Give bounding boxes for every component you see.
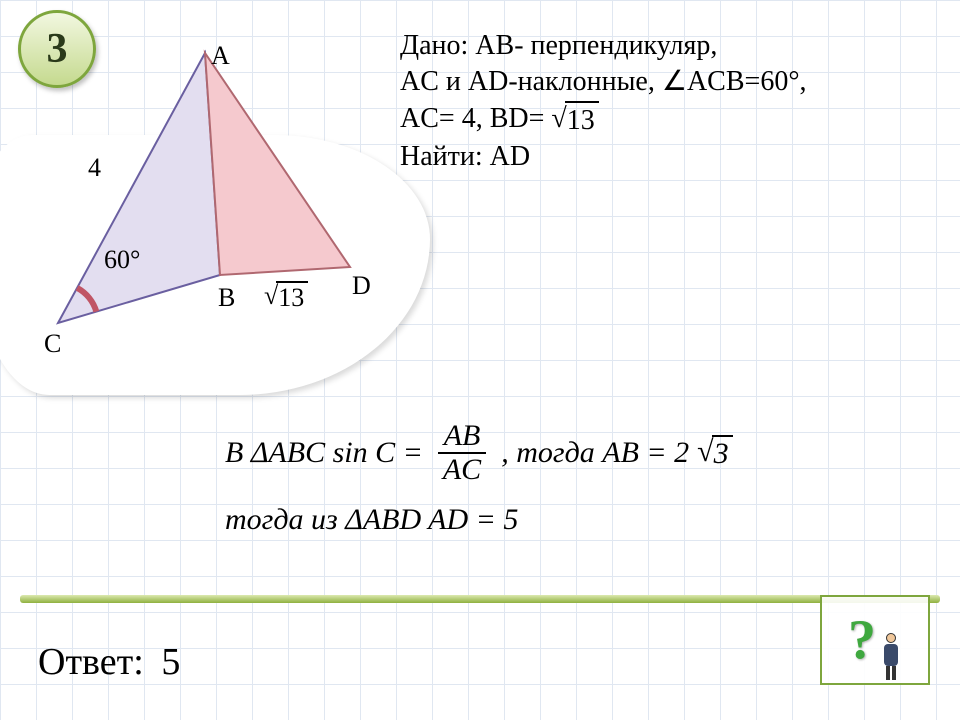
vertex-label-d: D	[352, 271, 371, 301]
person-icon	[880, 633, 902, 683]
triangle-abc	[58, 53, 220, 323]
hint-button[interactable]: ?	[820, 595, 930, 685]
vertex-label-b: B	[218, 283, 235, 313]
problem-statement: Дано: AB- перпендикуляр, AC и AD-наклонн…	[400, 28, 940, 176]
fraction-ab-ac: AB AC	[437, 420, 487, 485]
triangle-abd	[205, 53, 350, 275]
find-line: Найти: AD	[400, 139, 940, 175]
answer-label: Ответ:	[38, 641, 144, 683]
solution-line1: В ΔABC sin C = AB AC , тогда AB = 2 √3	[225, 420, 925, 485]
side-ac-label: 4	[88, 153, 101, 183]
angle-c-label: 60°	[104, 245, 140, 275]
diagram-svg	[30, 45, 390, 355]
given-line1: Дано: AB- перпендикуляр,	[400, 28, 940, 64]
geometry-diagram: A B C D 4 60° √13	[30, 45, 390, 355]
angle-icon: ∠	[662, 66, 687, 97]
solution-block: В ΔABC sin C = AB AC , тогда AB = 2 √3 т…	[225, 420, 925, 555]
divider	[20, 595, 940, 603]
question-mark-icon: ?	[848, 608, 876, 672]
answer-value: 5	[161, 641, 180, 683]
answer-row: Ответ: 5	[38, 640, 180, 684]
given-line2: AC и AD-наклонные, ∠ACB=60°,	[400, 64, 940, 100]
side-bd-label: √13	[264, 281, 308, 313]
vertex-label-c: C	[44, 329, 61, 359]
vertex-label-a: A	[211, 41, 230, 71]
solution-line2: тогда из ΔABD AD = 5	[225, 503, 925, 537]
given-line3: AC= 4, BD= √13	[400, 101, 940, 139]
